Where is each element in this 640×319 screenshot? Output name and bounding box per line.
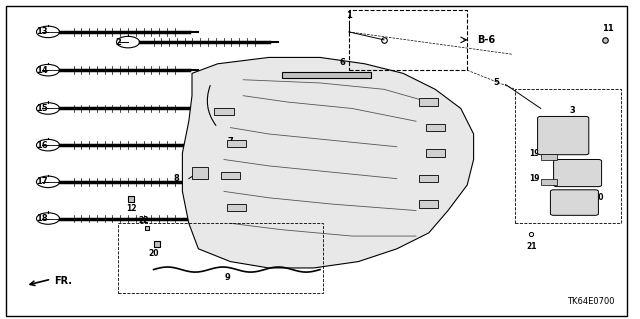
Text: 5: 5 [493,78,499,87]
Text: 12: 12 [126,204,136,213]
FancyBboxPatch shape [538,116,589,155]
Bar [515,89,621,223]
Bar [349,10,467,70]
Bar [426,149,445,157]
Text: 17: 17 [36,177,47,186]
Text: B-6: B-6 [477,35,495,45]
Text: 9: 9 [225,273,230,282]
FancyBboxPatch shape [550,190,598,215]
Bar [419,98,438,106]
Text: 2: 2 [115,38,122,47]
Text: 10: 10 [593,193,604,202]
Text: 1: 1 [346,11,352,20]
Text: 11: 11 [602,25,614,33]
Bar [192,167,208,179]
Text: 19: 19 [529,149,540,158]
Text: 3: 3 [570,106,575,115]
Text: FR.: FR. [54,276,72,286]
Text: 15: 15 [36,104,47,113]
Bar [118,223,323,293]
Text: 7: 7 [228,137,233,146]
Text: 20: 20 [148,249,159,258]
Bar [541,179,557,185]
Bar [541,154,557,160]
Bar [214,108,234,115]
Text: 14: 14 [36,66,47,75]
Text: 4: 4 [595,165,602,174]
Text: 6: 6 [339,58,346,67]
Text: 18: 18 [36,214,47,223]
Text: TK64E0700: TK64E0700 [567,297,614,306]
Text: 16: 16 [36,141,47,150]
Text: 21: 21 [526,242,536,251]
Text: 19: 19 [529,174,540,183]
Bar [282,72,371,78]
Bar [227,140,246,147]
FancyBboxPatch shape [554,160,602,187]
Text: 13: 13 [36,27,47,36]
Text: 22: 22 [139,216,149,225]
Polygon shape [182,57,474,268]
Bar [221,172,240,179]
Text: 8: 8 [173,174,179,183]
Bar [419,200,438,208]
Bar [419,175,438,182]
Bar [227,204,246,211]
Bar [426,124,445,131]
